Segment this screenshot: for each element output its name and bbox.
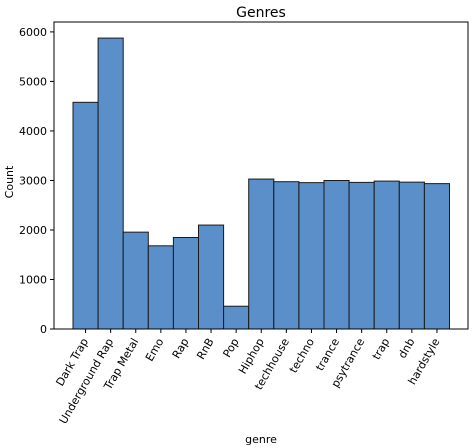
bar-rnb xyxy=(198,224,225,330)
y-tick-label: 5000 xyxy=(19,75,47,88)
bar-underground-rap xyxy=(97,37,124,330)
y-tick-label: 2000 xyxy=(19,224,47,237)
bar-trap-metal xyxy=(122,231,149,330)
x-tick-label-dnb: dnb xyxy=(396,336,418,361)
bar-rap xyxy=(172,236,199,330)
plot-frame xyxy=(53,21,469,330)
x-tick-label-trap: trap xyxy=(370,336,393,362)
chart-title: Genres xyxy=(236,5,286,21)
x-tick-label-emo: Emo xyxy=(143,336,167,364)
bar-dnb xyxy=(398,181,425,330)
y-tick-label: 6000 xyxy=(19,26,47,39)
y-tick-label: 1000 xyxy=(19,273,47,286)
y-tick-label: 0 xyxy=(40,323,47,336)
y-axis-label: Count xyxy=(3,165,16,198)
x-axis-label: genre xyxy=(245,433,277,446)
x-tick-label-rap: Rap xyxy=(170,336,192,361)
y-tick-label: 3000 xyxy=(19,174,47,187)
bar-hardstyle xyxy=(423,183,450,330)
x-tick-label-pop: Pop xyxy=(221,336,242,360)
bars-group xyxy=(72,37,450,330)
bar-techhouse xyxy=(273,181,300,330)
x-tick-label-rnb: RnB xyxy=(194,336,216,362)
x-tick-label-techno: techno xyxy=(287,336,317,375)
y-ticks-group: 0 1000 2000 3000 4000 5000 6000 xyxy=(19,26,54,336)
bar-pop xyxy=(223,305,250,330)
bar-dark-trap xyxy=(72,101,99,330)
bar-trap xyxy=(373,180,400,330)
bar-hiphop xyxy=(248,178,275,330)
y-tick-label: 4000 xyxy=(19,125,47,138)
bar-emo xyxy=(147,245,174,330)
bar-psytrance xyxy=(348,181,375,330)
bar-trance xyxy=(323,180,350,330)
bar-techno xyxy=(298,182,325,330)
